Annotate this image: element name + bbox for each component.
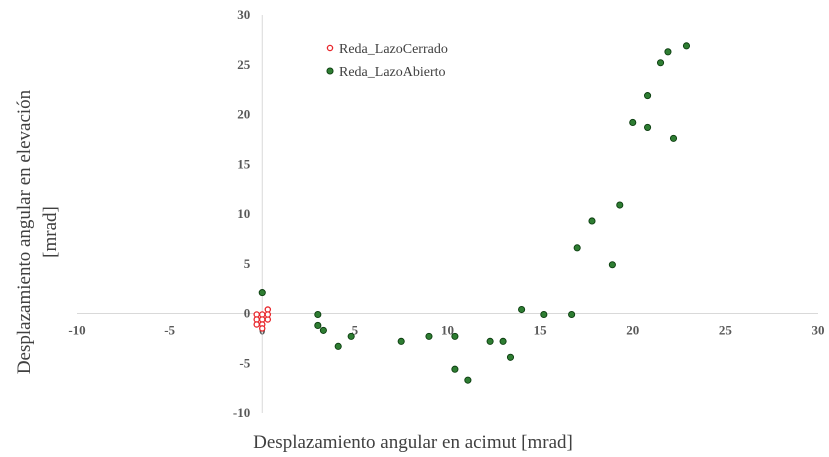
x-tick-label: -5	[164, 323, 175, 338]
point-reda-lazoabierto	[347, 332, 355, 340]
legend-label-reda-lazoabierto: Reda_LazoAbierto	[339, 65, 446, 80]
y-tick-label: 20	[237, 107, 250, 122]
point-reda-lazoabierto	[682, 42, 691, 50]
point-reda-lazocerrado	[253, 321, 260, 328]
y-axis-title-line-2: [mrad]	[40, 206, 61, 258]
y-axis-title-line-1: Desplazamiento angular en elevación	[14, 89, 35, 374]
point-reda-lazoabierto	[669, 134, 678, 142]
point-reda-lazoabierto	[425, 332, 433, 340]
point-reda-lazoabierto	[644, 123, 652, 131]
y-tick-label: 5	[244, 256, 251, 271]
y-tick-label: 25	[237, 57, 251, 72]
legend: Reda_LazoCerrado Reda_LazoAbierto	[326, 42, 448, 80]
y-tick-label: -10	[233, 405, 250, 420]
point-reda-lazoabierto	[608, 261, 616, 269]
x-axis-title: Desplazamiento angular en acimut [mrad]	[253, 432, 573, 453]
point-reda-lazoabierto	[334, 342, 342, 350]
x-tick-label: 30	[812, 323, 825, 338]
point-reda-lazoabierto	[258, 289, 266, 297]
y-tick-label: -5	[239, 355, 250, 370]
legend-marker-reda-lazoabierto	[326, 67, 334, 75]
point-reda-lazoabierto	[499, 337, 507, 345]
x-tick-label: 10	[441, 323, 454, 338]
y-tick-label: 15	[237, 156, 251, 171]
point-reda-lazocerrado	[264, 311, 272, 318]
axes	[77, 15, 818, 413]
point-reda-lazoabierto	[616, 201, 624, 209]
x-tick-label: 5	[352, 323, 359, 338]
point-reda-lazoabierto	[506, 353, 515, 361]
point-reda-lazoabierto	[664, 48, 672, 56]
point-reda-lazocerrado	[258, 325, 266, 332]
point-reda-lazoabierto	[451, 365, 459, 373]
point-reda-lazoabierto	[451, 332, 459, 340]
y-tick-label: 0	[244, 306, 251, 321]
point-reda-lazoabierto	[486, 337, 494, 345]
point-reda-lazoabierto	[314, 310, 322, 319]
y-tick-label: 30	[237, 7, 250, 22]
x-tick-label: -10	[68, 323, 85, 338]
legend-marker-reda-lazocerrado	[326, 44, 334, 52]
point-reda-lazoabierto	[319, 326, 327, 334]
point-reda-lazoabierto	[540, 310, 548, 319]
y-tick-label: 10	[237, 206, 250, 221]
point-reda-lazoabierto	[644, 92, 652, 100]
legend-label-reda-lazocerrado: Reda_LazoCerrado	[339, 42, 448, 57]
point-reda-lazoabierto	[656, 59, 665, 67]
x-tick-label: 25	[719, 323, 733, 338]
point-reda-lazoabierto	[464, 376, 472, 384]
point-reda-lazoabierto	[588, 217, 596, 225]
point-reda-lazoabierto	[568, 310, 576, 319]
data-points	[253, 42, 691, 384]
point-reda-lazoabierto	[518, 305, 526, 314]
point-reda-lazoabierto	[314, 321, 322, 329]
point-reda-lazoabierto	[397, 337, 405, 345]
x-tick-label: 20	[626, 323, 639, 338]
point-reda-lazoabierto	[573, 244, 581, 252]
x-tick-label: 15	[534, 323, 548, 338]
y-tick-labels: -10 -5 0 5 10 15 20 25 30	[233, 7, 251, 420]
point-reda-lazoabierto	[629, 118, 637, 127]
